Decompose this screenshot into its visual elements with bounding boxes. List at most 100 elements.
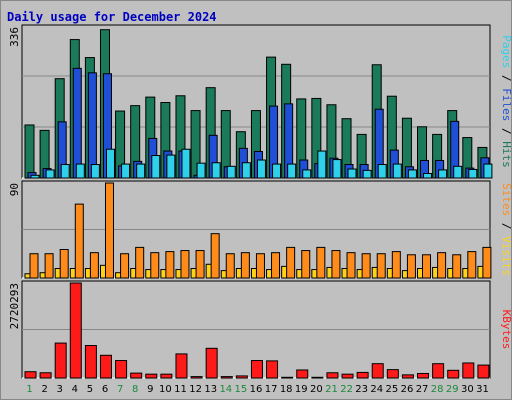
x-tick-label: 16 [250, 384, 263, 395]
visits-bar [240, 252, 250, 279]
visits-bar [29, 253, 39, 279]
kbytes-bar [447, 369, 460, 379]
x-tick-label: 15 [235, 384, 248, 395]
x-tick-label: 29 [446, 384, 459, 395]
visits-bar [316, 246, 326, 279]
visits-bar [89, 252, 99, 279]
x-tick-label: 24 [370, 384, 383, 395]
kbytes-bar [99, 354, 112, 379]
pages-bar [241, 162, 251, 179]
visits-bar [255, 253, 265, 279]
visits-bar [301, 250, 311, 279]
visits-bar [104, 182, 114, 279]
visits-bar [361, 253, 371, 279]
pages-bar [90, 164, 100, 179]
x-tick-label: 27 [416, 384, 429, 395]
kbytes-bar [160, 373, 173, 379]
kbytes-bar [145, 373, 158, 379]
pages-bar [45, 169, 55, 179]
visits-bar [150, 252, 160, 279]
x-tick-label: 14 [219, 384, 232, 395]
kbytes-bar [84, 345, 97, 379]
visits-bar [271, 252, 281, 279]
visits-bar [286, 246, 296, 279]
files-bar [72, 67, 82, 179]
kbytes-bar [432, 363, 445, 379]
x-tick-label: 21 [325, 384, 338, 395]
kbytes-bar [115, 360, 128, 379]
visits-bar [195, 250, 205, 279]
pages-bar [453, 165, 463, 179]
pages-bar [211, 162, 221, 179]
visits-bar [467, 251, 477, 279]
visits-bar [210, 233, 220, 279]
kbytes-bar [326, 372, 339, 379]
x-tick-label: 3 [57, 384, 63, 395]
pages-label: Pages [500, 35, 512, 68]
visits-label: Visits [500, 236, 512, 276]
kbytes-bar [266, 360, 279, 379]
pages-bar [60, 164, 70, 179]
visits-bar [225, 253, 235, 279]
x-tick-label: 6 [102, 384, 108, 395]
files-label: Files [500, 88, 512, 121]
x-tick-label: 28 [431, 384, 444, 395]
kbytes-bar [386, 369, 399, 379]
pages-bar [136, 163, 146, 179]
hits-label: Hits [500, 141, 512, 168]
visits-bar [422, 254, 432, 279]
visits-bar [74, 203, 84, 279]
x-tick-label: 4 [72, 384, 78, 395]
pages-bar [287, 163, 297, 179]
kbytes-bar [371, 363, 384, 379]
x-tick-label: 25 [386, 384, 399, 395]
visits-bar [165, 251, 175, 279]
kbytes-bar [69, 282, 82, 379]
x-tick-label: 9 [147, 384, 153, 395]
y-axis-series-label-1: Pages / Files / Hits [500, 35, 512, 168]
x-tick-label: 11 [174, 384, 187, 395]
x-tick-label: 30 [461, 384, 474, 395]
x-tick-label: 13 [204, 384, 217, 395]
pages-bar [30, 174, 40, 179]
chart-title: Daily usage for December 2024 [7, 10, 217, 24]
kbytes-bar [356, 371, 369, 379]
pages-bar [483, 163, 493, 179]
kbytes-bar [39, 372, 52, 379]
x-tick-label: 20 [310, 384, 323, 395]
x-tick-label: 1 [26, 384, 32, 395]
pages-bar [121, 163, 131, 179]
kbytes-label: KBytes [500, 310, 512, 350]
pages-bar [105, 148, 115, 179]
x-tick-label: 26 [401, 384, 414, 395]
visits-bar [406, 254, 416, 279]
hits-bar [24, 124, 35, 179]
kbytes-bar [220, 376, 233, 379]
pages-bar [166, 154, 176, 179]
visits-bar [482, 246, 492, 279]
sites-label: Sites [500, 183, 512, 216]
x-tick-label: 18 [280, 384, 293, 395]
kbytes-bar [190, 376, 203, 379]
visits-bar [331, 250, 341, 279]
visits-bar [376, 253, 386, 279]
pages-bar [302, 169, 312, 179]
files-bar [87, 72, 97, 179]
y-axis-max-label: 90 [8, 183, 21, 196]
pages-bar [468, 168, 478, 179]
pages-bar [256, 159, 266, 179]
pages-bar [392, 163, 402, 179]
kbytes-bar [341, 373, 354, 379]
visits-bar [135, 246, 145, 279]
visits-bar [437, 252, 447, 279]
x-tick-label: 5 [87, 384, 93, 395]
x-tick-label: 10 [159, 384, 172, 395]
x-tick-label: 22 [340, 384, 353, 395]
sep: / [500, 121, 512, 141]
kbytes-bar [477, 364, 490, 379]
pages-bar [362, 169, 372, 179]
kbytes-bar [281, 376, 294, 379]
sep: / [500, 68, 512, 88]
kbytes-bar [54, 342, 67, 379]
